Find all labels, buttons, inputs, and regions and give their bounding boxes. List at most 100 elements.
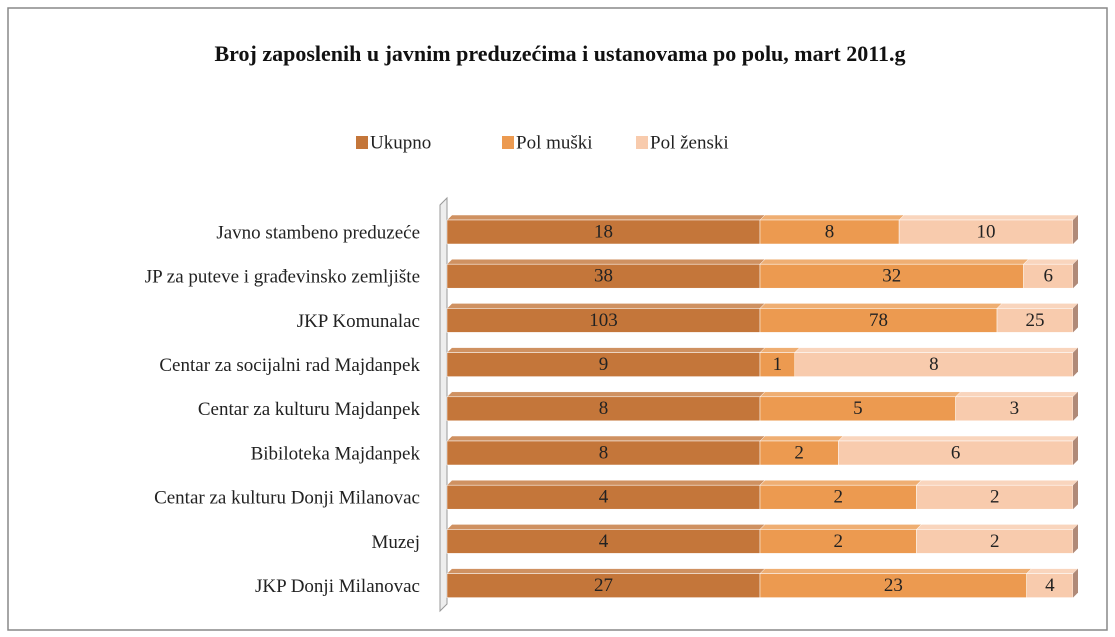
bar: [759, 263, 1024, 289]
bar-top: [759, 479, 923, 486]
bar-side: [1073, 480, 1078, 510]
legend-swatch: [356, 136, 368, 149]
bar: [446, 396, 761, 422]
y-tick-label: JP za puteve i građevinsko zemljište: [145, 267, 420, 288]
bar-side: [1073, 259, 1078, 289]
data-label: 18: [594, 221, 613, 242]
bar: [759, 396, 956, 422]
bar: [446, 573, 761, 598]
data-label: 27: [594, 575, 613, 596]
bar: [446, 263, 761, 289]
bar: [759, 484, 917, 510]
data-label: 4: [599, 487, 609, 508]
bar: [898, 219, 1074, 245]
data-label: 2: [990, 487, 1000, 508]
bar-top: [955, 391, 1079, 398]
y-tick-label: Bibiloteka Majdanpek: [251, 443, 421, 464]
legend-swatch: [502, 136, 514, 149]
bar: [1023, 263, 1074, 289]
bar: [759, 573, 1027, 598]
bar: [955, 396, 1074, 422]
bar-top: [1022, 258, 1079, 265]
bar-side: [1073, 303, 1078, 333]
data-label: 23: [884, 575, 903, 596]
bar-top: [915, 479, 1079, 486]
bar: [1026, 573, 1074, 598]
bar-top: [996, 303, 1079, 309]
legend-label: Pol muški: [516, 132, 593, 153]
y-tick-label: Muzej: [371, 532, 420, 553]
y-tick-label: Javno stambeno preduzeće: [216, 222, 420, 243]
bar-top: [794, 347, 1079, 353]
bar-top: [759, 568, 1033, 574]
bar-top: [446, 347, 766, 353]
bar: [759, 219, 900, 245]
data-label: 10: [977, 221, 996, 242]
bar-top: [915, 524, 1079, 530]
bar: [446, 352, 761, 377]
data-label: 1: [773, 354, 783, 375]
bar-top: [446, 479, 766, 486]
data-label: 4: [1045, 575, 1055, 596]
data-label: 25: [1026, 310, 1045, 331]
data-label: 2: [834, 531, 844, 552]
y-tick-label: JKP Komunalac: [297, 311, 420, 332]
legend-label: Pol ženski: [650, 132, 729, 153]
data-label: 103: [589, 310, 618, 331]
bar: [446, 219, 761, 245]
bar: [759, 440, 839, 466]
bar-top: [759, 347, 801, 353]
bar-side: [1073, 436, 1078, 465]
data-label: 2: [990, 531, 1000, 552]
bar-top: [446, 568, 766, 574]
data-label: 3: [1010, 398, 1020, 419]
bar-top: [446, 214, 766, 221]
bar-top: [837, 435, 1079, 442]
bar: [759, 352, 796, 377]
bar-top: [759, 214, 905, 221]
bar-side: [1073, 215, 1078, 244]
bar-top: [759, 435, 844, 442]
data-label: 78: [869, 310, 888, 331]
bar: [794, 352, 1074, 377]
data-label: 6: [1044, 266, 1054, 287]
legend: Ukupno Pol muški Pol ženski: [356, 132, 729, 153]
bar-top: [759, 303, 1003, 309]
y-tick-label: Centar za kulturu Donji Milanovac: [154, 488, 420, 509]
bar-top: [898, 214, 1079, 221]
bar-side: [1073, 347, 1078, 377]
bar: [446, 440, 761, 466]
bar-top: [759, 524, 923, 530]
bar-top: [446, 435, 766, 442]
bar: [916, 484, 1074, 510]
bar-top: [446, 258, 766, 265]
bar-top: [759, 258, 1030, 265]
data-label: 8: [929, 354, 939, 375]
data-label: 9: [599, 354, 609, 375]
data-label: 32: [882, 266, 901, 287]
y-tick-label: Centar za kulturu Majdanpek: [198, 399, 421, 420]
chart-title: Broj zaposlenih u javnim preduzećima i u…: [214, 41, 906, 66]
data-label: 2: [834, 487, 844, 508]
data-label: 6: [951, 442, 961, 463]
data-label: 5: [853, 398, 863, 419]
bar-top: [446, 524, 766, 530]
legend-label: Ukupno: [370, 132, 431, 153]
bar-top: [446, 303, 766, 309]
bar: [838, 440, 1074, 466]
data-label: 4: [599, 531, 609, 552]
data-label: 2: [794, 442, 804, 463]
axis-wall: [439, 196, 448, 613]
bar: [996, 308, 1074, 333]
data-label: 8: [599, 398, 609, 419]
bar-top: [759, 391, 962, 398]
bar-side: [1073, 391, 1078, 421]
bar: [446, 529, 761, 554]
data-label: 38: [594, 266, 613, 287]
data-label: 8: [599, 442, 609, 463]
bar-top: [446, 391, 766, 398]
y-tick-label: JKP Donji Milanovac: [255, 576, 420, 597]
